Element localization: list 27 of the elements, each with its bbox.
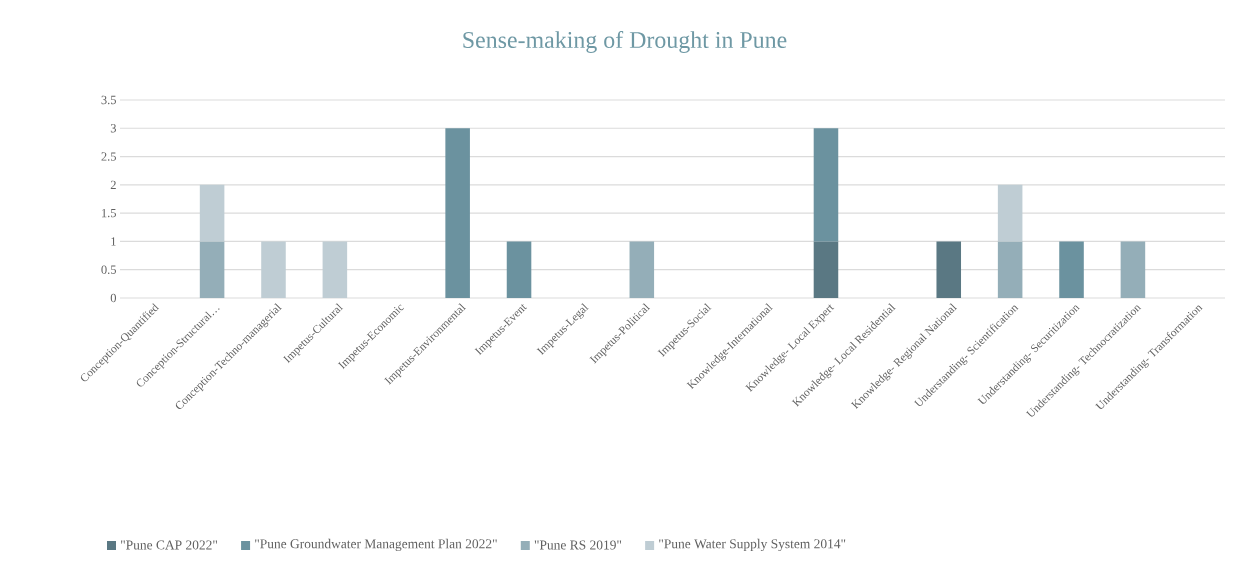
bar [813,241,839,298]
bar [1120,241,1146,298]
y-tick-label: 2 [110,180,116,189]
y-tick-label: 1.5 [102,208,116,218]
bar [936,241,962,298]
bar [813,128,839,242]
bar [322,241,348,298]
legend-label: "Pune Water Supply System 2014" [659,538,846,552]
bar [445,128,470,298]
bar [997,184,1023,242]
chart-title: Sense-making of Drought in Pune [463,31,787,53]
bar [261,241,286,298]
y-tick-label: 3 [110,124,116,133]
bar [506,241,532,298]
y-tick-label: 2.5 [101,152,116,161]
y-tick-label: 3.5 [101,95,116,105]
legend-label: "Pune RS 2019" [534,540,622,550]
y-tick-label: 0.5 [101,265,116,274]
bar [997,241,1023,298]
y-tick-label: 1 [111,237,116,246]
legend-label: "Pune Groundwater Management Plan 2022" [255,538,497,552]
y-tick-label: 0 [110,293,117,303]
bar [1059,241,1084,298]
bar [199,184,225,242]
legend-label: "Pune CAP 2022" [121,540,218,550]
bar [199,241,225,298]
bar [629,241,655,298]
